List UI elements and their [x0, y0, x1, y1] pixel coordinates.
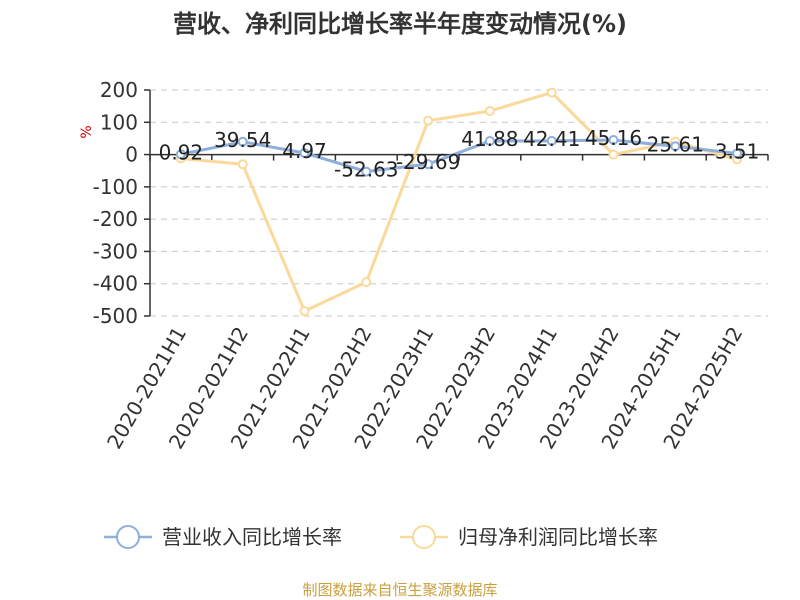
y-axis-unit: %	[79, 125, 95, 138]
y-tick-label: 0	[125, 143, 138, 167]
series-lines	[175, 87, 743, 317]
y-tick-label: -100	[93, 175, 138, 199]
data-point	[237, 159, 248, 170]
data-point	[484, 105, 495, 116]
series-line	[180, 91, 738, 313]
data-point	[732, 148, 743, 159]
legend-item-net-profit[interactable]: 归母净利润同比增长率	[400, 525, 658, 549]
data-label: 0.92	[159, 140, 204, 164]
chart-title: 营收、净利同比增长率半年度变动情况(%)	[173, 10, 627, 38]
data-label: 39.54	[214, 128, 271, 152]
y-tick-label: -500	[93, 304, 138, 328]
data-point	[484, 136, 495, 147]
data-point	[608, 149, 619, 160]
data-point	[299, 306, 310, 317]
data-point	[670, 141, 681, 152]
data-point	[237, 136, 248, 147]
data-label: 25.61	[647, 132, 704, 156]
y-tick-label: 200	[100, 78, 138, 102]
y-tick-label: -200	[93, 207, 138, 231]
legend-item-revenue[interactable]: 营业收入同比增长率	[104, 525, 342, 549]
data-label: -52.63	[334, 158, 398, 182]
data-point	[423, 115, 434, 126]
y-tick-label: 100	[100, 110, 138, 134]
data-label: 41.88	[461, 127, 518, 151]
data-label: 4.97	[282, 139, 327, 163]
data-label: 3.51	[715, 139, 760, 163]
series-line	[180, 138, 738, 174]
grid-lines	[150, 89, 768, 317]
data-label: 42.41	[523, 127, 580, 151]
data-point	[423, 159, 434, 170]
legend-marker-net-profit	[412, 525, 436, 549]
axes	[144, 89, 769, 317]
data-point	[299, 147, 310, 158]
legend-marker-revenue	[116, 525, 140, 549]
data-point	[546, 87, 557, 98]
legend-label-revenue: 营业收入同比增长率	[162, 525, 342, 549]
data-point	[546, 135, 557, 146]
y-tick-label: -300	[93, 239, 138, 263]
data-label: 45.16	[585, 126, 642, 150]
data-point	[361, 277, 372, 288]
data-label: -29.69	[396, 150, 460, 174]
source-note: 制图数据来自恒生聚源数据库	[302, 581, 497, 599]
legend[interactable]: 营业收入同比增长率 归母净利润同比增长率	[104, 525, 658, 549]
legend-label-net-profit: 归母净利润同比增长率	[458, 525, 658, 549]
x-tick-labels: 2020-2021H12020-2021H22021-2022H12021-20…	[102, 323, 747, 453]
data-point	[175, 149, 186, 160]
data-point	[361, 166, 372, 177]
data-point	[608, 134, 619, 145]
y-tick-label: -400	[93, 272, 138, 296]
y-tick-labels: 200 100 0 -100 -200 -300 -400 -500	[93, 78, 138, 328]
